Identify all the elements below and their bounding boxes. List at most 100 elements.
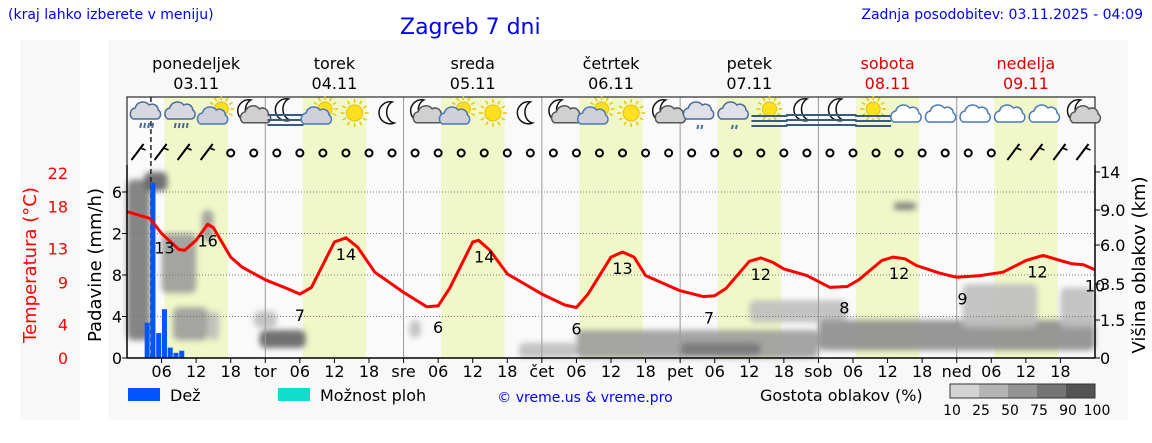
cloud-shape — [438, 106, 471, 125]
temperature-tick-label: 13 — [48, 240, 68, 259]
cloud-height-tick-label: 1.5 — [1100, 311, 1125, 330]
moon-icon — [516, 101, 536, 125]
day-name: torek — [314, 54, 356, 73]
rain-legend-label: Dež — [170, 386, 201, 405]
rain-drop — [139, 122, 143, 129]
x-tick-label: 12 — [601, 362, 621, 381]
sun-ray — [639, 117, 644, 121]
calm-wind-icon — [571, 148, 581, 158]
temperature-label: 14 — [474, 247, 494, 266]
moon-shape — [516, 101, 536, 125]
cloud-density-legend-label: Gostota oblakov (%) — [760, 386, 923, 405]
cloud-patch — [1060, 287, 1095, 328]
last-updated: Zadnja posodobitev: 03.11.2025 - 04:09 — [861, 7, 1143, 23]
precip-tick-label: 4 — [112, 308, 122, 327]
calm-wind-icon — [387, 148, 397, 158]
density-swatch — [979, 384, 1008, 398]
cloud-patch — [749, 300, 848, 323]
temperature-label: 7 — [295, 306, 305, 325]
sun-ray — [497, 100, 501, 105]
temperature-tick-label: 4 — [58, 315, 68, 334]
rain-bar — [161, 309, 167, 358]
wind-barb-icon — [1029, 143, 1045, 161]
sun-ray — [501, 117, 506, 121]
sun-ray — [618, 105, 623, 109]
cloud-icon — [993, 104, 1026, 123]
temperature-label: 12 — [889, 264, 909, 283]
cloud-patch — [962, 284, 1038, 328]
barb-shaft — [1006, 143, 1021, 161]
sun-ray — [467, 97, 471, 102]
sun-ray — [456, 97, 460, 102]
barb-shaft — [130, 143, 145, 161]
sun-ray — [485, 100, 489, 105]
page-title: Zagreb 7 dni — [400, 15, 541, 40]
sun-ray — [346, 121, 351, 126]
moon-fog-icon — [786, 98, 823, 126]
density-tick-label: 10 — [943, 403, 961, 419]
sun-disc — [484, 104, 502, 122]
day-name: četrtek — [583, 54, 641, 73]
x-tick-label: 06 — [705, 362, 725, 381]
wind-barb-icon — [130, 143, 146, 161]
barb-feather — [1062, 147, 1068, 151]
temperature-tick-label: 9 — [58, 273, 68, 292]
sun-ray — [762, 97, 766, 102]
sun-disc — [761, 101, 777, 117]
cloud-height-axis-title: Višina oblakov (km) — [1129, 176, 1150, 353]
density-swatch — [1008, 384, 1037, 398]
cloud-shape — [890, 104, 922, 123]
sun-ray — [209, 101, 214, 106]
calm-wind-icon — [525, 148, 535, 158]
moon-cloud-icon — [237, 99, 272, 124]
temperature-label: 12 — [751, 265, 771, 284]
precip-tick-label: 2 — [112, 225, 122, 244]
day-name: nedelja — [997, 54, 1056, 73]
sun-ray — [623, 100, 627, 105]
cloud-shape — [164, 101, 196, 120]
rain-drop — [177, 122, 181, 129]
sun-ray — [342, 117, 347, 121]
cloud-drizzle-icon — [682, 101, 715, 130]
cloud-patch — [893, 202, 917, 210]
cloud-patch — [409, 320, 421, 338]
sun-ray — [877, 116, 881, 121]
day-date: 05.11 — [450, 74, 496, 93]
density-swatch — [1066, 384, 1095, 398]
sun-ray — [332, 101, 337, 106]
calm-wind-icon — [456, 148, 466, 158]
calm-wind-icon — [502, 148, 512, 158]
day-date: 09.11 — [1003, 74, 1049, 93]
sun-disc — [346, 104, 364, 122]
calm-wind-icon — [364, 148, 374, 158]
precip-tick-label: 8 — [112, 266, 122, 285]
sun-ray — [480, 105, 485, 109]
calm-wind-icon — [295, 148, 305, 158]
moon-cloud-icon — [409, 99, 445, 124]
moon-fog-icon — [267, 98, 304, 126]
showers-legend-swatch — [278, 388, 310, 401]
calm-wind-icon — [779, 148, 789, 158]
cloud-patch — [259, 330, 306, 348]
calm-wind-icon — [710, 148, 720, 158]
rain-bar — [173, 352, 179, 358]
copyright: © vreme.us & vreme.pro — [497, 390, 672, 406]
density-swatch — [950, 384, 979, 398]
x-tick-label: 18 — [221, 362, 241, 381]
calm-wind-icon — [963, 148, 973, 158]
sun-ray — [470, 112, 475, 117]
cloud-rain-icon — [164, 101, 196, 129]
sun-ray — [609, 112, 614, 117]
sun-ray — [228, 101, 233, 106]
temperature-line — [126, 210, 1096, 309]
cloud-shape — [196, 106, 229, 125]
barb-feather — [140, 147, 146, 151]
sun-ray — [776, 101, 782, 106]
calm-wind-icon — [848, 148, 858, 158]
density-tick-label: 75 — [1030, 403, 1048, 419]
temperature-label: 6 — [433, 318, 443, 337]
rain-drop — [696, 124, 700, 130]
daylight-band — [302, 97, 367, 358]
temperature-label: 16 — [197, 231, 217, 250]
temperature-label: 9 — [957, 289, 967, 308]
